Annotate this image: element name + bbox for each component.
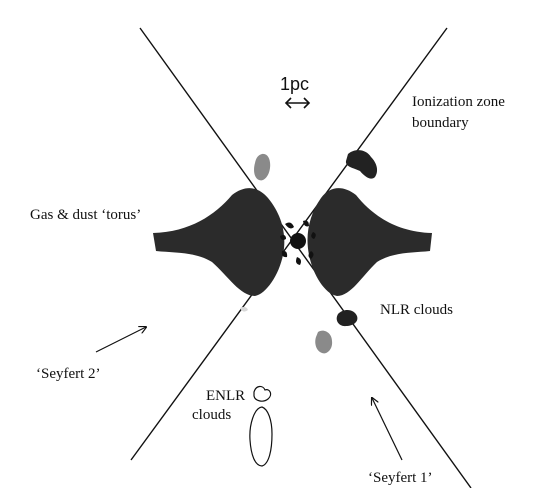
inner-cloud	[281, 250, 288, 258]
inner-cloud	[280, 235, 286, 240]
faint-cloud	[240, 306, 248, 312]
cone-boundary-line-left	[139, 27, 472, 488]
seyfert1-arrow-icon	[372, 398, 403, 461]
ionization-zone-label: Ionization zone	[412, 94, 505, 110]
torus-right-lobe	[307, 188, 432, 296]
grey-cloud-lower	[315, 330, 333, 354]
enlr-cloud-large	[249, 406, 273, 467]
scale-bar-right-head	[303, 97, 311, 109]
nlr-cloud-upper-right	[345, 150, 378, 179]
central-black-hole	[290, 233, 306, 249]
nlr-clouds-label: NLR clouds	[380, 302, 453, 318]
nlr-cloud-lower-right	[336, 310, 358, 327]
cone-boundary-line-right	[130, 27, 448, 461]
scale-label: 1pc	[280, 74, 309, 94]
seyfert2-arrow-icon	[95, 327, 146, 353]
seyfert2-label: ‘Seyfert 2’	[36, 366, 101, 382]
inner-cloud	[311, 232, 316, 239]
inner-cloud	[308, 251, 314, 259]
enlr-label: ENLR	[206, 388, 245, 404]
grey-cloud-upper-left	[254, 153, 271, 181]
inner-cloud	[285, 222, 294, 229]
enlr-cloud-small	[253, 385, 272, 402]
enlr-clouds-label: clouds	[192, 407, 231, 423]
torus-left-lobe	[153, 188, 285, 296]
inner-cloud	[296, 257, 301, 265]
torus-label: Gas & dust ‘torus’	[30, 207, 141, 223]
seyfert1-label: ‘Seyfert 1’	[368, 470, 433, 486]
inner-cloud	[303, 220, 309, 227]
scale-bar-left-head	[284, 97, 292, 109]
ionization-boundary-label: boundary	[412, 115, 469, 131]
